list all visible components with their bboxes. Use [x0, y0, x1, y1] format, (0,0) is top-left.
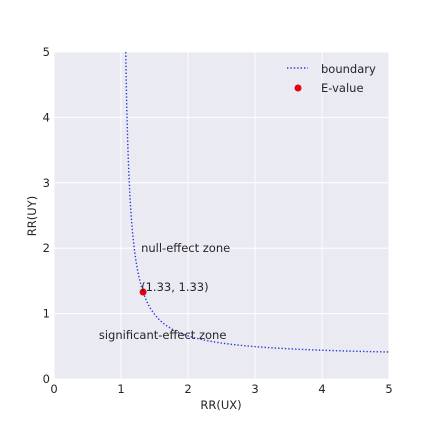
x-tick-label: 4	[318, 382, 325, 396]
y-tick-label: 0	[43, 372, 50, 386]
e-value-point	[139, 288, 147, 296]
e-value-label: (1.33, 1.33)	[141, 280, 209, 294]
y-tick-label: 2	[43, 241, 50, 255]
x-tick-label: 3	[251, 382, 258, 396]
legend-e-value-label: E-value	[321, 81, 364, 95]
x-tick-labels: 0 1 2 3 4 5	[50, 382, 392, 396]
y-tick-label: 3	[43, 176, 50, 190]
legend-e-value-swatch	[294, 84, 302, 92]
plot-background	[54, 52, 389, 379]
y-tick-label: 5	[43, 45, 50, 59]
legend-boundary-label: boundary	[321, 62, 376, 76]
y-axis-label: RR(UY)	[25, 196, 39, 236]
annotations: null-effect zone significant-effect zone	[99, 241, 230, 342]
x-tick-label: 0	[50, 382, 57, 396]
x-tick-label: 5	[385, 382, 392, 396]
y-tick-label: 4	[43, 110, 50, 124]
annotation-text: null-effect zone	[141, 241, 230, 255]
legend: boundary E-value	[287, 62, 376, 95]
boundary-line	[125, 52, 390, 353]
grid	[53, 51, 390, 380]
y-tick-label: 1	[43, 307, 50, 321]
x-tick-label: 2	[184, 382, 191, 396]
x-axis-label: RR(UX)	[200, 398, 241, 412]
x-tick-label: 1	[117, 382, 124, 396]
annotation-text: significant-effect zone	[99, 328, 227, 342]
y-tick-labels: 0 1 2 3 4 5	[43, 45, 50, 386]
